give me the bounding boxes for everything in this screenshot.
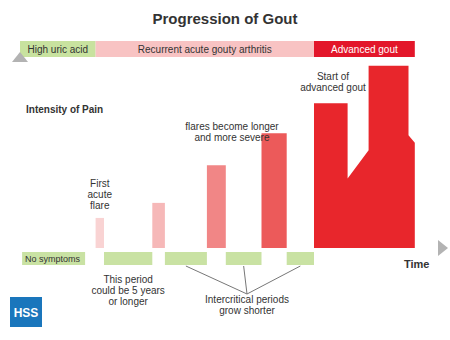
svg-text:No symptoms: No symptoms bbox=[25, 254, 81, 264]
svg-text:High uric acid: High uric acid bbox=[28, 44, 89, 55]
svg-text:Time: Time bbox=[404, 258, 429, 270]
svg-text:Intensity of Pain: Intensity of Pain bbox=[26, 104, 103, 115]
svg-text:This periodcould be 5 yearsor: This periodcould be 5 yearsor longer bbox=[91, 274, 164, 307]
svg-text:Firstacuteflare: Firstacuteflare bbox=[88, 178, 113, 211]
svg-text:Advanced gout: Advanced gout bbox=[331, 44, 398, 55]
svg-text:Recurrent acute gouty arthriti: Recurrent acute gouty arthritis bbox=[138, 44, 272, 55]
svg-text:Progression of Gout: Progression of Gout bbox=[152, 10, 297, 27]
svg-text:Start ofadvanced gout: Start ofadvanced gout bbox=[300, 71, 366, 93]
svg-text:HSS: HSS bbox=[14, 306, 39, 320]
svg-text:flares become longerand more s: flares become longerand more severe bbox=[185, 121, 279, 143]
svg-text:Intercritical periodsgrow shor: Intercritical periodsgrow shorter bbox=[205, 294, 289, 316]
